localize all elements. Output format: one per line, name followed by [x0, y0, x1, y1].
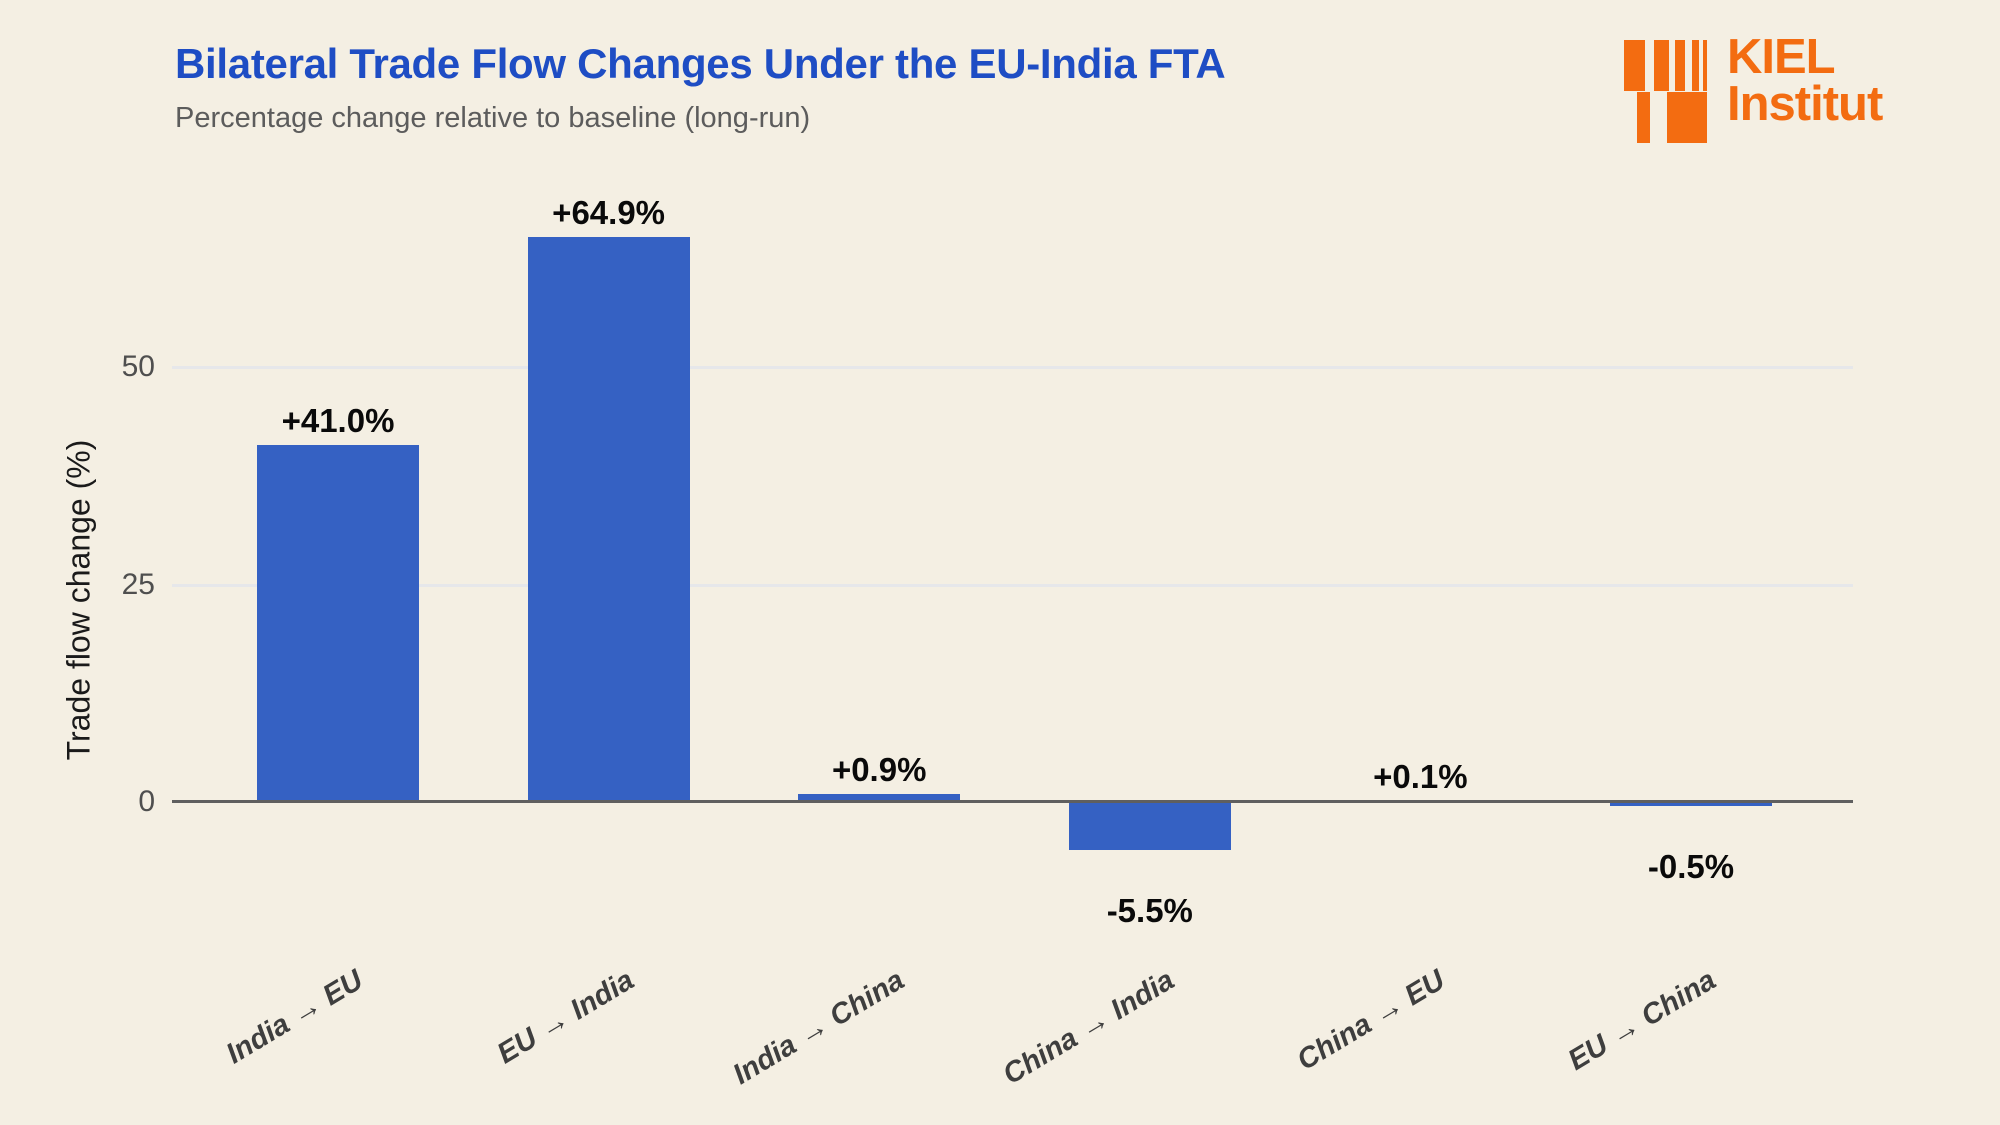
- logo-bar-icon: [1667, 92, 1707, 143]
- logo-bar-icon: [1637, 92, 1650, 143]
- x-category-label: India → China: [727, 964, 910, 1092]
- logo-bar-icon: [1692, 40, 1699, 91]
- bar-1: [527, 237, 690, 802]
- y-tick-label: 0: [138, 785, 155, 818]
- x-category-label: India → EU: [220, 964, 369, 1071]
- bar-value-label: +41.0%: [281, 402, 395, 440]
- logo-bar-icon: [1703, 40, 1707, 91]
- bar-value-label: +64.9%: [552, 194, 666, 232]
- x-axis-line: [172, 800, 1853, 803]
- x-category-label: China → India: [998, 964, 1181, 1092]
- bar-value-label: -0.5%: [1647, 848, 1735, 886]
- chart-subtitle: Percentage change relative to baseline (…: [175, 102, 811, 134]
- bar-5: [1610, 802, 1772, 807]
- chart-title: Bilateral Trade Flow Changes Under the E…: [175, 40, 1226, 87]
- gridline: [172, 583, 1853, 587]
- gridline: [172, 366, 1853, 369]
- x-category-label: EU → India: [491, 964, 640, 1071]
- y-tick-label: 50: [121, 350, 155, 383]
- kiel-logo-text: KIEL Institut: [1727, 30, 1883, 131]
- logo-bar-icon: [1654, 40, 1669, 91]
- bar-value-label: +0.9%: [831, 751, 927, 789]
- bar-2: [798, 794, 961, 802]
- kiel-logo-mark-icon: [1622, 40, 1710, 143]
- bar-value-label: +0.1%: [1373, 758, 1468, 795]
- logo-word-institut: Institut: [1727, 77, 1883, 131]
- y-tick-label: 25: [121, 567, 155, 601]
- logo-bar-icon: [1675, 40, 1685, 91]
- logo-bar-icon: [1624, 40, 1645, 91]
- x-category-label: EU → China: [1562, 964, 1722, 1077]
- x-category-label: China → EU: [1292, 964, 1451, 1077]
- bar-0: [257, 445, 419, 802]
- y-axis-title: Trade flow change (%): [60, 439, 97, 761]
- bar-value-label: -5.5%: [1106, 891, 1193, 929]
- kiel-logo: KIEL Institut: [1622, 33, 1883, 143]
- logo-word-kiel: KIEL: [1727, 30, 1836, 84]
- bar-3: [1068, 802, 1231, 850]
